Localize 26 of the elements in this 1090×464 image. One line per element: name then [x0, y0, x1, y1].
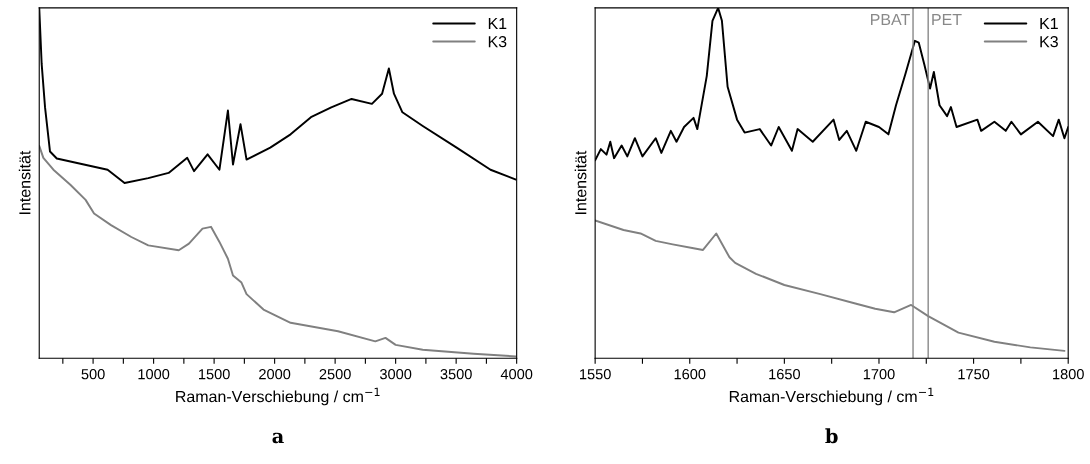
ref-line-label: PBAT	[871, 14, 910, 26]
x-tick-label: 500	[81, 369, 105, 380]
legend-label: K3	[1040, 35, 1058, 48]
y-axis-title: Intensität	[574, 150, 587, 214]
x-tick-label: 4000	[500, 369, 533, 380]
text: a	[272, 432, 284, 444]
x-tick-label: 1750	[958, 369, 990, 380]
ref-line-label: PET	[932, 14, 962, 26]
x-axis-title: Raman-Verschiebung / cm$^{−1}$	[729, 387, 934, 406]
x-tick-label: 1500	[199, 369, 230, 380]
x-tick-label: 1650	[769, 369, 801, 380]
legend-label: K1	[1040, 18, 1058, 30]
x-tick-label: 2000	[259, 369, 291, 380]
x-tick-label: 1700	[863, 369, 895, 380]
x-tick-label: 1800	[1053, 369, 1084, 380]
x-axis-title: Raman-Verschiebung / cm$^{−1}$	[176, 387, 380, 406]
x-tick-label: 1000	[138, 369, 170, 380]
x-tick-label: 1600	[674, 369, 706, 380]
x-tick-label: 3500	[440, 369, 472, 380]
x-tick-label: 1550	[580, 369, 611, 380]
y-axis-title: Intensität	[18, 150, 31, 214]
text: b	[825, 428, 838, 444]
x-tick-label: 3000	[379, 369, 412, 380]
legend-label: K1	[488, 18, 507, 30]
x-tick-label: 2500	[319, 369, 351, 380]
legend-label: K3	[488, 35, 507, 48]
